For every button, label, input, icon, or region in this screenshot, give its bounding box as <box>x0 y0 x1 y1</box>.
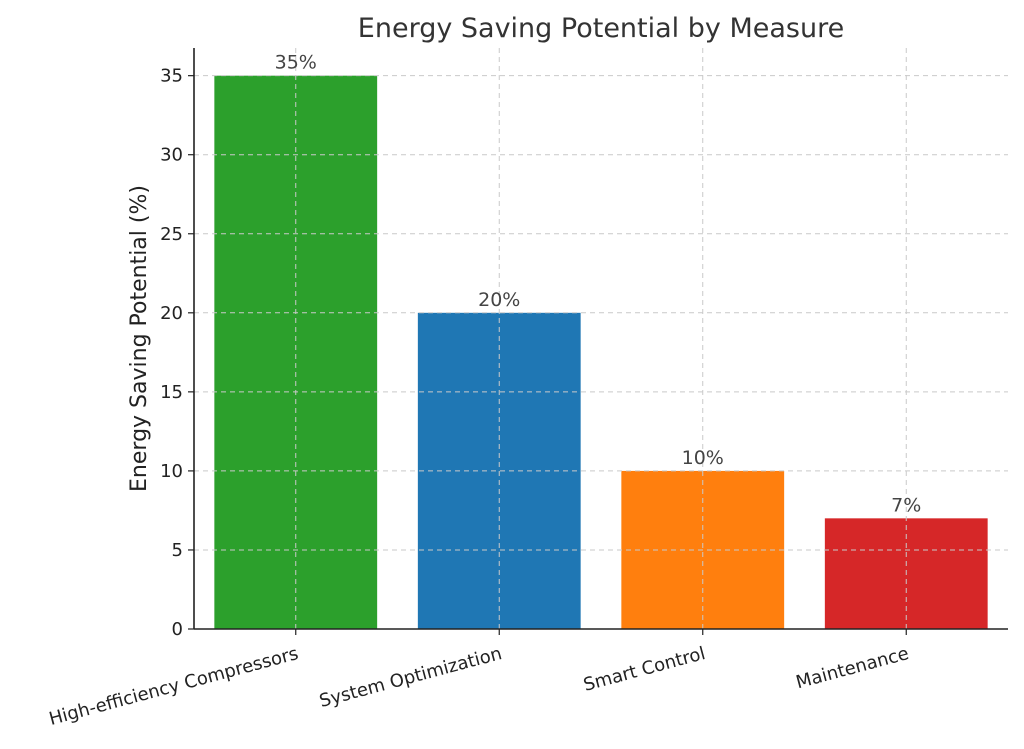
y-tick-label: 30 <box>160 145 183 166</box>
x-tick-label: Maintenance <box>794 643 911 693</box>
x-tick-label: Smart Control <box>581 643 707 696</box>
y-tick-label: 10 <box>160 461 183 482</box>
chart-title: Energy Saving Potential by Measure <box>358 13 844 44</box>
gridlines <box>194 48 1008 629</box>
bar-value-label: 7% <box>891 494 921 516</box>
y-tick-label: 35 <box>160 66 183 87</box>
y-tick-label: 15 <box>160 382 183 403</box>
bar-value-label: 20% <box>478 289 520 311</box>
y-tick-label: 20 <box>160 303 183 324</box>
x-tick-label: High-efficiency Compressors <box>47 643 301 730</box>
x-tick-label: System Optimization <box>317 643 504 712</box>
bar-value-label: 35% <box>275 52 317 74</box>
axes <box>193 48 1008 630</box>
data-labels: 35% 20% 10% 7% <box>275 52 922 517</box>
y-tick-label: 5 <box>172 540 183 561</box>
y-axis-label: Energy Saving Potential (%) <box>127 185 152 492</box>
bars <box>214 75 988 629</box>
y-tick-label: 0 <box>172 619 183 640</box>
y-tick-label: 25 <box>160 224 183 245</box>
bar-value-label: 10% <box>682 447 724 469</box>
